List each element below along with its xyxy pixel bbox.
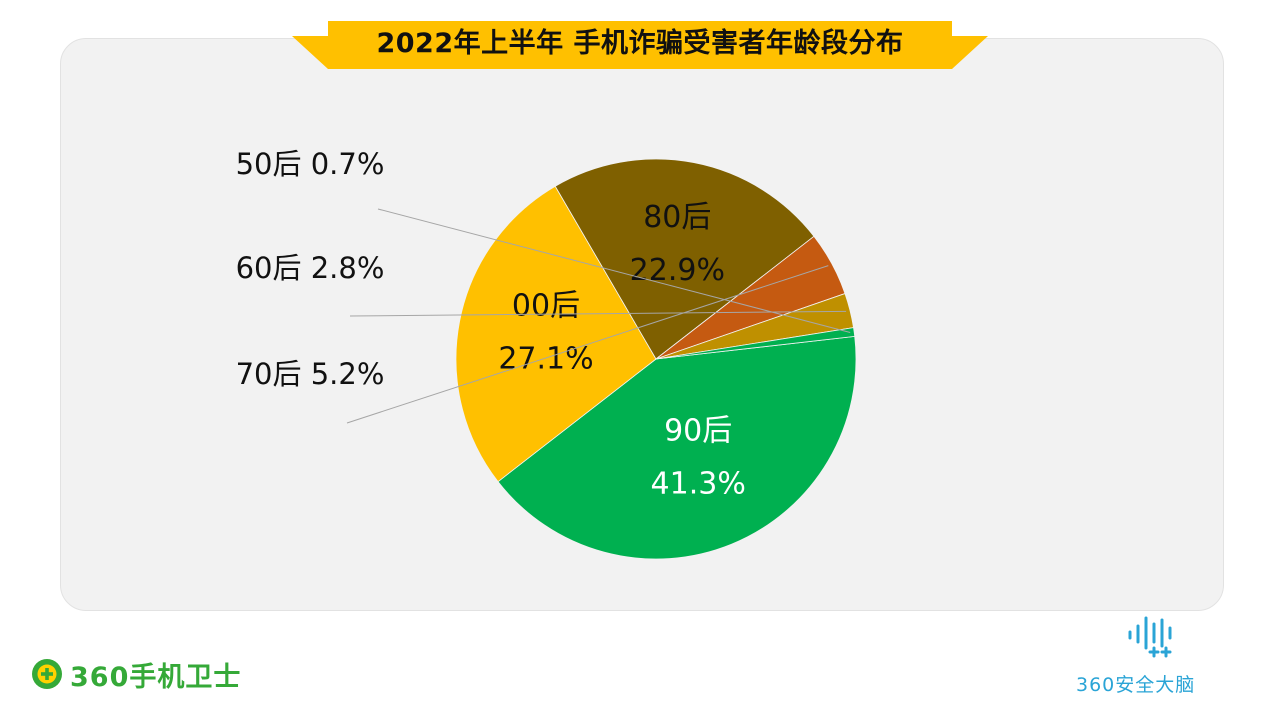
slice-90-value-label: 41.3% bbox=[651, 467, 746, 502]
slice-50-leader-line bbox=[377, 208, 851, 333]
slice-60-label: 60后 2.8% bbox=[236, 251, 385, 285]
chart-title: 2022年上半年 手机诈骗受害者年龄段分布 bbox=[376, 28, 904, 59]
plus-circle-icon bbox=[32, 659, 62, 689]
logo-left-text: 360手机卫士 bbox=[70, 661, 242, 693]
slice-70-leader-line bbox=[346, 265, 829, 424]
slice-50-label: 50后 0.7% bbox=[236, 147, 385, 181]
title-banner: 2022年上半年 手机诈骗受害者年龄段分布 bbox=[292, 19, 988, 69]
slice-80 bbox=[554, 158, 815, 360]
logo-360-security-brain: 360安全大脑 bbox=[1074, 614, 1244, 696]
slice-90-name-label: 90后 bbox=[664, 414, 732, 449]
slice-90 bbox=[497, 335, 857, 560]
slice-00 bbox=[455, 185, 657, 483]
slice-00-name-label: 00后 bbox=[512, 289, 580, 324]
logo-360-mobile-guard: 360手机卫士 bbox=[30, 656, 242, 693]
slice-70-label: 70后 5.2% bbox=[236, 357, 385, 391]
title-banner-shape bbox=[292, 21, 988, 69]
waveform-icon bbox=[1128, 616, 1172, 658]
slice-60-leader-line bbox=[349, 310, 847, 317]
slice-50 bbox=[655, 327, 856, 360]
slice-80-value-label: 22.9% bbox=[630, 253, 725, 288]
slice-80-name-label: 80后 bbox=[643, 200, 711, 235]
logo-right-text: 360安全大脑 bbox=[1076, 674, 1196, 696]
